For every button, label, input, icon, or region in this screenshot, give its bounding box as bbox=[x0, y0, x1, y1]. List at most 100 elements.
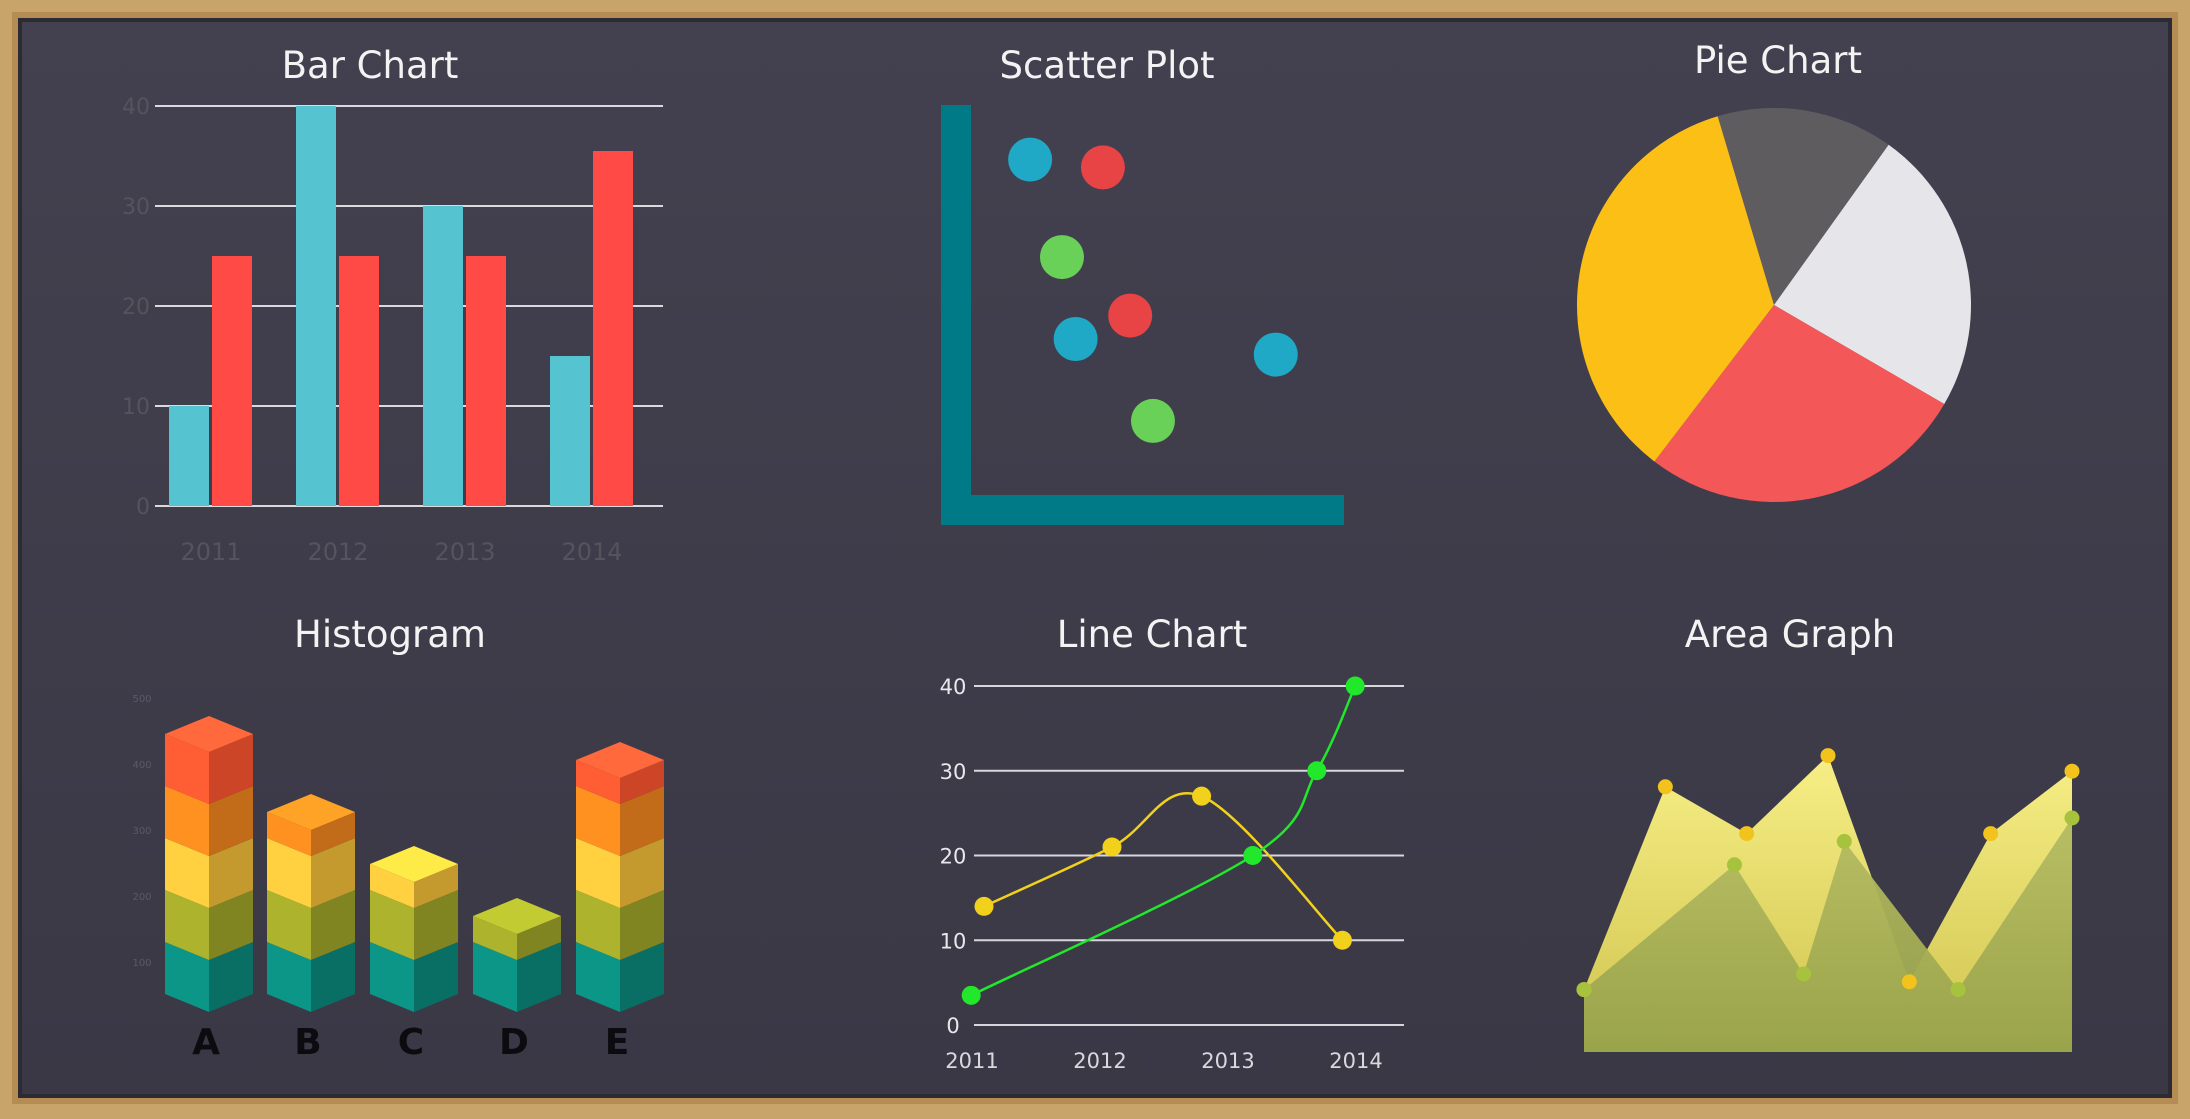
line-point bbox=[1345, 676, 1365, 696]
bar bbox=[550, 356, 590, 506]
bar bbox=[212, 256, 252, 506]
scatter-plot bbox=[941, 105, 1344, 525]
histogram-block-face bbox=[370, 942, 414, 1012]
scatter-x-axis bbox=[941, 495, 1344, 525]
line-point bbox=[1307, 761, 1327, 781]
histogram-block-side bbox=[209, 786, 253, 856]
histogram-block-face bbox=[576, 942, 620, 1012]
histogram-y-tick-label: 300 bbox=[132, 826, 151, 837]
bar-y-tick-label: 10 bbox=[122, 395, 150, 420]
scatter-point bbox=[1053, 317, 1098, 361]
histogram-block-side bbox=[209, 890, 253, 960]
histogram: 100 200 300 400 500 A B C D E bbox=[132, 694, 664, 1063]
area-point bbox=[1836, 833, 1852, 849]
histogram-x-label: D bbox=[499, 1022, 529, 1063]
area-point bbox=[1901, 974, 1917, 990]
area-point bbox=[1820, 748, 1836, 764]
histogram-block-face bbox=[165, 734, 209, 804]
pie-slice bbox=[1774, 144, 1972, 405]
charts-canvas: Bar Chart Scatter Plot Pie Chart Histogr… bbox=[122, 39, 2080, 1073]
pie-slice bbox=[1577, 116, 1774, 462]
line-point bbox=[1332, 930, 1352, 950]
line-chart-title: Line Chart bbox=[1057, 613, 1248, 656]
histogram-x-label: C bbox=[398, 1022, 424, 1063]
bar-y-tick-label: 20 bbox=[122, 295, 150, 320]
scatter-plot-title: Scatter Plot bbox=[1000, 44, 1215, 87]
bar-y-tick-label: 40 bbox=[122, 95, 150, 120]
area-series bbox=[1584, 818, 2072, 1052]
histogram-block-side bbox=[311, 812, 355, 856]
line-y-tick-label: 30 bbox=[940, 760, 967, 784]
bar-y-tick-label: 30 bbox=[122, 195, 150, 220]
pie-chart bbox=[1577, 108, 1972, 503]
line-x-tick-label: 2012 bbox=[1073, 1049, 1126, 1073]
histogram-block-side bbox=[620, 838, 664, 908]
line-chart: 0 10 20 30 40 2011 2012 2013 2014 bbox=[940, 675, 1404, 1073]
histogram-block-face bbox=[576, 786, 620, 856]
histogram-block-face bbox=[370, 890, 414, 960]
histogram-block-top bbox=[165, 716, 253, 752]
histogram-block-face bbox=[165, 786, 209, 856]
line-y-tick-label: 10 bbox=[940, 929, 967, 953]
histogram-block-side bbox=[517, 916, 561, 960]
area-point bbox=[1726, 857, 1742, 873]
histogram-block-face bbox=[370, 864, 414, 908]
scatter-point bbox=[1130, 398, 1175, 443]
scatter-point bbox=[1080, 145, 1125, 190]
scatter-point bbox=[1039, 235, 1084, 280]
histogram-block-face bbox=[165, 942, 209, 1012]
pie-slice bbox=[1717, 108, 1889, 305]
histogram-block-side bbox=[620, 786, 664, 856]
area-point bbox=[2064, 810, 2080, 826]
line-series bbox=[970, 685, 1357, 997]
line-series bbox=[983, 792, 1344, 942]
bar-x-tick-label: 2013 bbox=[434, 538, 495, 566]
histogram-block-side bbox=[414, 942, 458, 1012]
bar bbox=[423, 206, 463, 506]
histogram-block-face bbox=[473, 916, 517, 960]
chalkboard: Bar Chart Scatter Plot Pie Chart Histogr… bbox=[12, 12, 2178, 1104]
area-point bbox=[2064, 763, 2080, 779]
histogram-block-side bbox=[517, 942, 561, 1012]
bar-chart: 0 10 20 30 40 2011 2012 2013 2014 bbox=[122, 95, 663, 566]
histogram-block-side bbox=[311, 890, 355, 960]
histogram-block-side bbox=[311, 942, 355, 1012]
histogram-x-label: A bbox=[192, 1022, 220, 1063]
bar bbox=[296, 106, 336, 506]
histogram-block-face bbox=[267, 942, 311, 1012]
bar-x-tick-label: 2012 bbox=[307, 538, 368, 566]
pie-slice bbox=[1654, 305, 1945, 503]
histogram-block-top bbox=[473, 898, 561, 934]
histogram-y-tick-label: 500 bbox=[132, 694, 151, 705]
histogram-x-label: B bbox=[294, 1022, 321, 1063]
area-point bbox=[1657, 779, 1673, 795]
histogram-x-label: E bbox=[605, 1022, 630, 1063]
histogram-y-tick-label: 100 bbox=[132, 958, 151, 969]
histogram-block-face bbox=[267, 812, 311, 856]
pie-chart-title: Pie Chart bbox=[1694, 39, 1862, 82]
line-point bbox=[1243, 846, 1263, 865]
area-graph-title: Area Graph bbox=[1685, 613, 1895, 656]
line-x-tick-label: 2014 bbox=[1329, 1049, 1382, 1073]
histogram-block-face bbox=[576, 838, 620, 908]
histogram-title: Histogram bbox=[294, 613, 486, 656]
histogram-block-face bbox=[165, 890, 209, 960]
histogram-block-side bbox=[620, 760, 664, 804]
bar bbox=[339, 256, 379, 506]
area-point bbox=[1983, 826, 1999, 842]
histogram-block-face bbox=[473, 942, 517, 1012]
histogram-block-side bbox=[209, 734, 253, 804]
line-y-tick-label: 0 bbox=[946, 1014, 959, 1038]
bar-chart-title: Bar Chart bbox=[282, 44, 459, 87]
bar bbox=[466, 256, 506, 506]
histogram-block-side bbox=[414, 864, 458, 908]
area-point bbox=[1739, 826, 1755, 842]
bar bbox=[593, 151, 633, 506]
area-point bbox=[1576, 982, 1592, 998]
line-point bbox=[974, 896, 994, 916]
line-point bbox=[1102, 837, 1122, 857]
histogram-block-face bbox=[576, 760, 620, 804]
histogram-block-side bbox=[414, 890, 458, 960]
line-x-tick-label: 2011 bbox=[945, 1049, 998, 1073]
histogram-block-top bbox=[370, 846, 458, 882]
